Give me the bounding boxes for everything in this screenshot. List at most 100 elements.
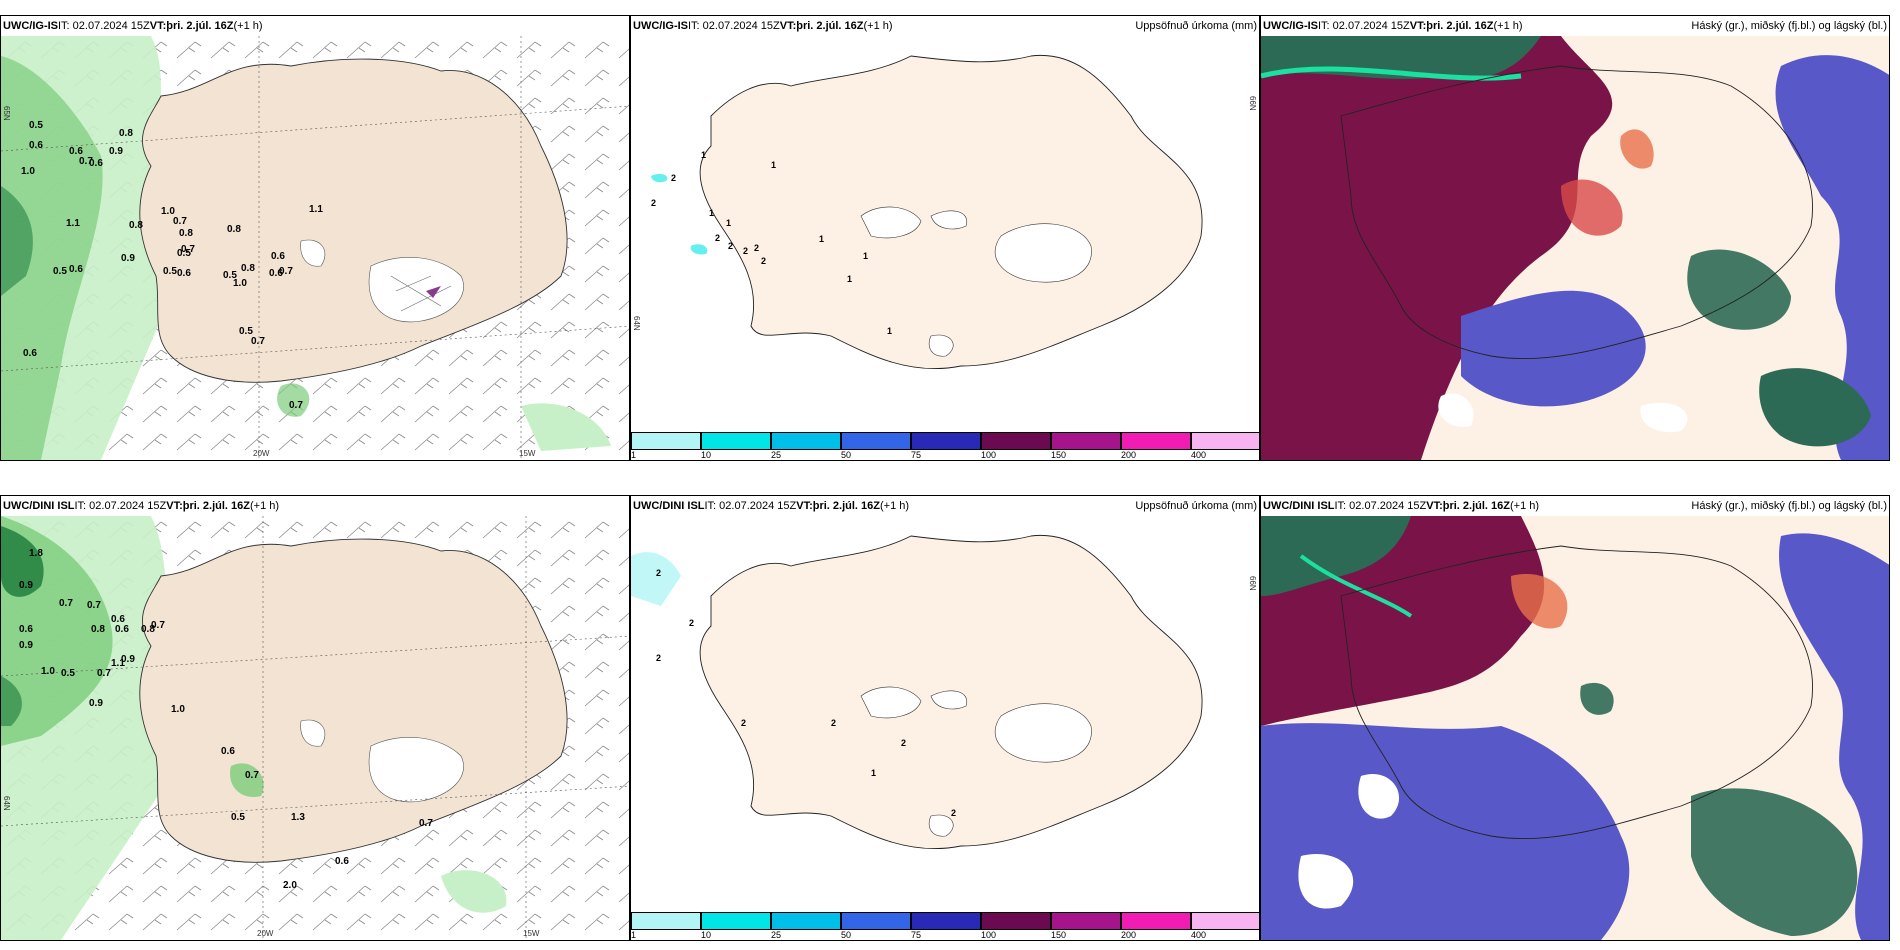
colorbar-label: 25 — [771, 930, 782, 940]
colorbar-swatch — [1191, 912, 1259, 930]
precip-value-label: 0.9 — [19, 640, 33, 651]
precip-value-label: 2 — [901, 738, 906, 748]
precip-value-label: 1.0 — [161, 206, 175, 217]
precip-value-label: 1.3 — [291, 812, 305, 823]
colorbar-label: 200 — [1121, 930, 1137, 940]
model-name: UWC/IG-IS — [3, 20, 58, 32]
precip-value-label: 0.6 — [221, 746, 235, 757]
map-area[interactable] — [1261, 516, 1889, 940]
forecast-offset: (+1 h) — [863, 20, 893, 32]
lat-label: 64N — [2, 796, 11, 811]
precip-value-label: 1.0 — [21, 166, 35, 177]
precip-value-label: 1 — [871, 768, 876, 778]
precip-value-label: 0.6 — [271, 251, 285, 262]
map-area[interactable]: 1.8 0.9 0.7 0.6 0.9 1.0 0.7 0.8 0.6 0.7 0.5 0.9 0.6 1… — [1, 516, 629, 940]
precip-value-label: 0.5 — [61, 668, 75, 679]
colorbar-label: 50 — [841, 450, 852, 460]
precip-value-label: 1.0 — [171, 704, 185, 715]
precip-value-label: 0.7 — [173, 216, 187, 227]
init-time: IT: 02.07.2024 15Z — [1334, 500, 1427, 512]
forecast-offset: (+1 h) — [1509, 500, 1540, 512]
precip-value-label: 2 — [951, 808, 956, 818]
map-panel-dini-windprecip: UWC/DINI ISL IT: 02.07.2024 15Z VT: þri.… — [0, 495, 630, 941]
colorbar-label: 10 — [701, 930, 712, 940]
precip-value-label: 2 — [728, 241, 733, 251]
colorbar: 1 10 25 50 75 100 150 200 400 — [631, 430, 1259, 460]
forecast-offset: (+1 h) — [249, 500, 280, 512]
precip-value-label: 1.8 — [29, 548, 43, 559]
panel-header: UWC/IG-IS IT: 02.07.2024 15Z VT: þri. 2.… — [631, 16, 1259, 36]
colorbar-label: 150 — [1051, 450, 1067, 460]
colorbar-swatch — [911, 432, 981, 450]
map-area[interactable]: 2 2 2 2 2 1 2 2 — [631, 516, 1259, 908]
valid-time: þri. 2.júl. 16Z — [796, 20, 864, 32]
precip-value-label: 1 — [847, 274, 852, 284]
map-area[interactable] — [1261, 36, 1889, 460]
panel-header: UWC/IG-IS IT: 02.07.2024 15Z VT: þri. 2.… — [1261, 16, 1889, 36]
lat-label: 66N — [1248, 576, 1257, 591]
precip-value-label: 0.5 — [177, 248, 191, 259]
colorbar-label: 75 — [911, 930, 922, 940]
lon-label: 20W — [253, 449, 270, 458]
precip-value-label: 1 — [819, 234, 824, 244]
precip-value-label: 2 — [651, 198, 656, 208]
precip-value-label: 0.8 — [179, 228, 193, 239]
colorbar-swatch — [701, 912, 771, 930]
colorbar-swatch — [631, 432, 701, 450]
precip-values: 1.80.90.70.60.91.00.70.80.60.70.50.90.61… — [19, 548, 433, 891]
precip-value-label: 2 — [689, 618, 694, 628]
precip-value-label: 0.7 — [289, 400, 303, 411]
map-panel-ig-is-accum-precip: UWC/IG-IS IT: 02.07.2024 15Z VT: þri. 2.… — [630, 15, 1260, 461]
precip-value-label: 0.7 — [59, 598, 73, 609]
valid-time-label: VT: — [166, 500, 183, 512]
colorbar-label: 400 — [1191, 930, 1207, 940]
precip-value-label: 0.8 — [141, 624, 155, 635]
precip-value-label: 0.9 — [109, 146, 123, 157]
map-area[interactable]: 0.5 0.6 1.0 0.8 0.6 0.7 0.9 1.1 0.6 0.8 0.5 0.6 1.0 0… — [1, 36, 629, 460]
precip-value-label: 2 — [656, 568, 661, 578]
init-time: IT: 02.07.2024 15Z — [688, 20, 780, 32]
precip-value-label: 0.5 — [223, 270, 237, 281]
precip-value-label: 0.6 — [111, 614, 125, 625]
precip-value-label: 0.7 — [245, 770, 259, 781]
lat-label: 66N — [1248, 96, 1257, 111]
colorbar-swatch — [771, 912, 841, 930]
precip-value-label: 0.6 — [335, 856, 349, 867]
precip-value-label: 0.8 — [119, 128, 133, 139]
map-panel-ig-is-clouds: UWC/IG-IS IT: 02.07.2024 15Z VT: þri. 2.… — [1260, 15, 1890, 461]
valid-time: þri. 2.júl. 16Z — [182, 500, 250, 512]
colorbar-label: 25 — [771, 450, 782, 460]
precip-value-label: 2 — [715, 233, 720, 243]
precip-value-label: 0.5 — [53, 266, 67, 277]
forecast-offset: (+1 h) — [1493, 20, 1523, 32]
precip-value-label: 2.0 — [283, 880, 297, 891]
precip-value-label: 0.7 — [79, 156, 93, 167]
valid-time: þri. 2.júl. 16Z — [166, 20, 234, 32]
model-name: UWC/IG-IS — [1263, 20, 1318, 32]
init-time: IT: 02.07.2024 15Z — [704, 500, 797, 512]
forecast-offset: (+1 h) — [879, 500, 910, 512]
model-name: UWC/DINI ISL — [633, 500, 705, 512]
init-time: IT: 02.07.2024 15Z — [74, 500, 167, 512]
panel-header: UWC/DINI ISL IT: 02.07.2024 15Z VT: þri.… — [1261, 496, 1889, 516]
precip-value-label: 0.6 — [269, 268, 283, 279]
lon-label: 15W — [523, 929, 540, 938]
precip-value-label: 1 — [709, 208, 714, 218]
precip-value-label: 0.6 — [115, 624, 129, 635]
map-canvas: 1.80.90.70.60.91.00.70.80.60.70.50.90.61… — [1, 516, 629, 940]
precip-value-label: 0.9 — [121, 654, 135, 665]
precip-value-label: 0.9 — [121, 253, 135, 264]
precip-value-label: 0.5 — [231, 812, 245, 823]
valid-time: þri. 2.júl. 16Z — [812, 500, 880, 512]
valid-time: þri. 2.júl. 16Z — [1442, 500, 1510, 512]
precip-value-label: 2 — [656, 653, 661, 663]
colorbar-label: 75 — [911, 450, 922, 460]
colorbar-label: 150 — [1051, 930, 1067, 940]
valid-time-label: VT: — [149, 20, 167, 32]
map-canvas — [1261, 36, 1889, 460]
precip-value-label: 0.6 — [69, 146, 83, 157]
precip-value-label: 0.8 — [91, 624, 105, 635]
